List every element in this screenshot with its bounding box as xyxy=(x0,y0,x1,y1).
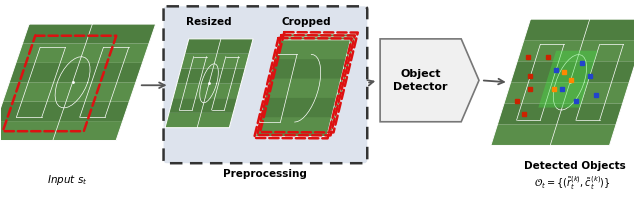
Polygon shape xyxy=(275,40,351,59)
Polygon shape xyxy=(511,61,636,82)
Polygon shape xyxy=(185,39,253,54)
Polygon shape xyxy=(524,19,640,40)
Polygon shape xyxy=(259,114,335,134)
Text: Resized: Resized xyxy=(186,17,232,27)
Polygon shape xyxy=(276,53,351,73)
Polygon shape xyxy=(0,102,129,121)
Polygon shape xyxy=(10,63,143,82)
Polygon shape xyxy=(0,121,123,140)
Polygon shape xyxy=(16,43,149,63)
Polygon shape xyxy=(165,113,233,128)
Polygon shape xyxy=(504,82,629,103)
Polygon shape xyxy=(260,98,336,117)
Polygon shape xyxy=(280,34,356,53)
Polygon shape xyxy=(491,124,616,145)
Polygon shape xyxy=(3,82,136,102)
Polygon shape xyxy=(517,40,640,61)
Polygon shape xyxy=(269,59,346,79)
Polygon shape xyxy=(262,111,337,131)
Polygon shape xyxy=(266,92,342,111)
Text: Preprocessing: Preprocessing xyxy=(223,169,307,179)
FancyBboxPatch shape xyxy=(164,6,367,163)
Text: Cropped: Cropped xyxy=(281,17,331,27)
Polygon shape xyxy=(538,51,598,108)
Polygon shape xyxy=(278,37,353,56)
Text: Object
Detector: Object Detector xyxy=(394,69,448,92)
Polygon shape xyxy=(177,69,245,83)
Polygon shape xyxy=(263,95,339,114)
Polygon shape xyxy=(380,39,479,122)
Polygon shape xyxy=(181,54,249,69)
Polygon shape xyxy=(22,24,156,43)
Text: Input $s_t$: Input $s_t$ xyxy=(47,173,88,187)
Polygon shape xyxy=(268,76,344,95)
Text: $\mathcal{O}_t = \{(\tilde{r}_t^{(k)}, \tilde{c}_t^{(k)})\}$: $\mathcal{O}_t = \{(\tilde{r}_t^{(k)}, \… xyxy=(534,174,611,192)
Polygon shape xyxy=(169,98,237,113)
Polygon shape xyxy=(265,79,341,98)
Polygon shape xyxy=(271,73,347,92)
Polygon shape xyxy=(273,56,349,76)
Text: Detected Objects: Detected Objects xyxy=(524,161,626,171)
Polygon shape xyxy=(173,83,241,98)
Polygon shape xyxy=(497,103,623,124)
Polygon shape xyxy=(255,117,332,136)
